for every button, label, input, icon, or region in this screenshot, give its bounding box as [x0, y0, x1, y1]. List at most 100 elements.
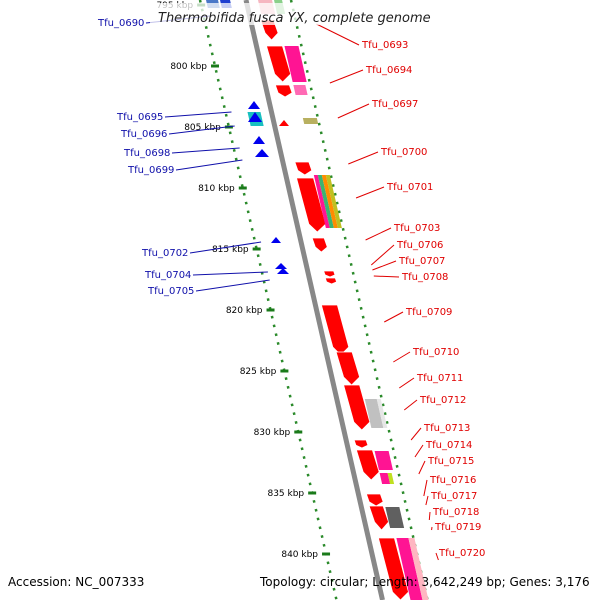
leader-line: [398, 377, 415, 389]
gene-label-tfu-0713: Tfu_0713: [423, 423, 470, 434]
gene-label-tfu-0715: Tfu_0715: [427, 456, 474, 467]
leader-line: [365, 227, 392, 241]
gene-block: [387, 473, 395, 484]
scale-label: 805 kbp: [184, 123, 221, 133]
gene-label-tfu-0708: Tfu_0708: [401, 272, 448, 283]
map-title: Thermobifida fusca YX, complete genome: [158, 11, 431, 26]
scale-label: 825 kbp: [240, 367, 277, 377]
gene-arrow: [248, 101, 260, 109]
gene-block: [364, 399, 384, 428]
leader-line: [410, 427, 422, 441]
gene-arrow: [279, 120, 289, 126]
gene-label-tfu-0703: Tfu_0703: [393, 223, 440, 234]
gene-arrow: [271, 237, 281, 243]
leader-line: [192, 271, 268, 276]
gene-label-tfu-0711: Tfu_0711: [416, 373, 463, 384]
topology-text: Topology: circular; Length: 3,642,249 bp…: [259, 575, 590, 589]
gene-label-tfu-0693: Tfu_0693: [361, 40, 408, 51]
leader-line: [189, 241, 262, 254]
gene-label-tfu-0690: Tfu_0690: [97, 18, 144, 29]
forward-guide-track: [289, 0, 429, 600]
scale-label: 800 kbp: [170, 62, 207, 72]
gene-label-tfu-0716: Tfu_0716: [429, 475, 476, 486]
leader-line: [370, 244, 395, 266]
genome-backbone: [243, 0, 385, 600]
leader-line: [355, 186, 385, 199]
scale-label: 835 kbp: [267, 489, 304, 499]
gene-arrow: [343, 384, 371, 431]
leader-line: [348, 151, 379, 165]
gene-label-tfu-0700: Tfu_0700: [380, 147, 427, 158]
gene-label-tfu-0695: Tfu_0695: [116, 112, 163, 123]
gene-label-tfu-0706: Tfu_0706: [396, 240, 443, 251]
title-backdrop: [150, 3, 450, 25]
scale-track: [198, 0, 338, 600]
gene-arrow: [368, 505, 390, 531]
leader-line: [372, 260, 397, 271]
leader-line: [175, 159, 243, 171]
leader-line: [435, 552, 439, 561]
tracks-layer: [197, 0, 429, 600]
gene-arrow: [277, 268, 289, 274]
gene-label-tfu-0698: Tfu_0698: [123, 148, 170, 159]
leader-line: [337, 103, 370, 119]
gene-label-tfu-0712: Tfu_0712: [419, 395, 466, 406]
gene-label-tfu-0707: Tfu_0707: [398, 256, 445, 267]
leader-line: [403, 399, 418, 411]
gene-arrow: [353, 439, 369, 449]
leader-line: [425, 495, 429, 506]
gene-label-tfu-0710: Tfu_0710: [412, 347, 459, 358]
gene-arrow: [265, 45, 292, 83]
leader-line: [418, 460, 426, 475]
gene-block: [293, 85, 308, 95]
gene-arrow: [324, 277, 338, 285]
gene-label-tfu-0720: Tfu_0720: [438, 548, 485, 559]
gene-block: [379, 473, 391, 484]
leader-line: [423, 479, 428, 497]
gene-label-tfu-0717: Tfu_0717: [430, 491, 477, 502]
leader-line: [393, 351, 411, 363]
leader-line: [316, 23, 360, 46]
gene-arrow: [365, 493, 384, 507]
gene-block: [284, 46, 307, 82]
gene-label-tfu-0696: Tfu_0696: [120, 129, 167, 140]
leader-line: [373, 275, 400, 278]
gene-block: [385, 507, 405, 528]
features-layer: [206, 0, 429, 600]
accession-text: Accession: NC_007333: [8, 575, 144, 589]
gene-arrow: [248, 112, 262, 122]
leader-line: [384, 311, 404, 323]
gene-label-tfu-0704: Tfu_0704: [144, 270, 191, 281]
gene-arrow: [274, 84, 293, 98]
gene-arrow: [377, 537, 409, 600]
leader-line: [171, 147, 240, 154]
scale-label: 810 kbp: [198, 184, 235, 194]
gene-block: [374, 451, 393, 470]
gene-arrow: [311, 237, 328, 253]
scale-label: 840 kbp: [281, 550, 318, 560]
scale-label: 820 kbp: [226, 306, 263, 316]
gene-label-tfu-0694: Tfu_0694: [365, 65, 412, 76]
gene-block: [321, 175, 338, 228]
gene-block: [408, 538, 429, 600]
gene-arrow: [320, 304, 350, 356]
gene-label-tfu-0709: Tfu_0709: [405, 307, 452, 318]
gene-arrow: [295, 177, 327, 233]
gene-label-tfu-0699: Tfu_0699: [127, 165, 174, 176]
leader-line: [329, 69, 364, 84]
gene-block: [302, 118, 319, 124]
leader-line: [414, 444, 424, 458]
gene-block: [376, 399, 388, 428]
leader-line: [168, 125, 235, 135]
leader-line: [428, 511, 431, 521]
gene-label-tfu-0702: Tfu_0702: [141, 248, 188, 259]
gene-arrow: [323, 270, 336, 278]
scale-label: 815 kbp: [212, 245, 249, 255]
gene-arrow: [255, 149, 269, 157]
gene-arrow: [355, 449, 380, 481]
gene-label-tfu-0714: Tfu_0714: [425, 440, 472, 451]
gene-arrow: [275, 263, 287, 269]
gene-label-tfu-0719: Tfu_0719: [434, 522, 481, 533]
